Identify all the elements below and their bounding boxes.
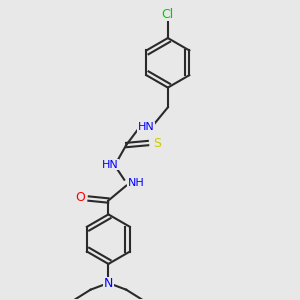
Text: NH: NH (128, 178, 145, 188)
Text: S: S (153, 136, 161, 150)
Text: O: O (76, 191, 85, 204)
Text: N: N (104, 277, 113, 290)
Text: HN: HN (102, 160, 119, 170)
Text: HN: HN (138, 122, 154, 132)
Text: Cl: Cl (162, 8, 174, 21)
